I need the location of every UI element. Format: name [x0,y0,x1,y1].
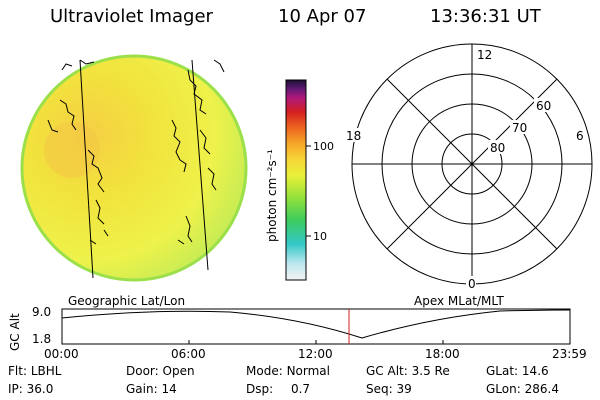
info-glon: GLon: 286.4 [486,382,559,396]
info-seq-value: 39 [396,382,412,396]
info-dsp: Dsp: 0.7 [246,382,310,396]
mlat-label-70: 70 [512,121,527,135]
apex-label: Apex MLat/MLT [414,294,504,308]
altitude-xtick-0: 00:00 [44,347,79,361]
altitude-xticks [61,340,571,344]
info-ip-value: 36.0 [26,382,54,396]
mlt-label-6: 6 [576,129,584,143]
info-gain: Gain: 14 [126,382,177,396]
info-glat: GLat: 14.6 [486,364,549,378]
info-door-value: Open [162,364,195,378]
earth-disk [20,54,248,282]
colorbar-gradient [285,79,307,281]
altitude-xtick-3: 18:00 [425,347,460,361]
info-glat-label: GLat: [486,364,519,378]
mlt-label-0: 0 [468,277,476,291]
info-dsp-value: 0.7 [290,382,311,396]
info-flt-label: Flt: [8,364,27,378]
colorbar-ticklabel-10: 10 [313,230,327,243]
altitude-ytick-high: 9.0 [32,305,52,319]
altitude-ylabel: GC Alt [8,313,22,351]
polar-grid [351,43,593,285]
earth-image [20,54,248,282]
info-gain-label: Gain: [126,382,158,396]
info-door: Door: Open [126,364,195,378]
info-gcalt: GC Alt: 3.5 Re [366,364,450,378]
colorbar-unit-label: photon cm⁻²s⁻¹ [265,149,279,242]
info-mode: Mode: Normal [246,364,330,378]
coastlines [47,59,225,245]
info-flt: Flt: LBHL [8,364,61,378]
colorbar-ticklabel-100: 100 [313,140,334,153]
info-gain-value: 14 [161,382,177,396]
info-glon-value: 286.4 [524,382,559,396]
geographic-label: Geographic Lat/Lon [68,294,186,308]
info-glat-value: 14.6 [521,364,549,378]
mlat-label-60: 60 [536,99,551,113]
info-glon-label: GLon: [486,382,521,396]
altitude-plot-frame [61,308,571,345]
info-gcalt-label: GC Alt: [366,364,408,378]
altitude-plot [61,308,571,345]
mlt-label-12: 12 [477,48,492,62]
mlt-label-18: 18 [346,129,361,143]
date-label: 10 Apr 07 [278,6,367,27]
meridians [79,59,209,279]
info-dsp-label: Dsp: [246,382,274,396]
info-ip-label: IP: [8,382,23,396]
colorbar: 100 10 photon cm⁻²s⁻¹ [265,79,334,281]
polar-diag-2 [386,78,558,250]
info-seq: Seq: 39 [366,382,412,396]
time-label: 13:36:31 UT [430,6,541,27]
altitude-ytick-low: 1.8 [32,332,52,346]
instrument-title: Ultraviolet Imager [50,6,213,27]
info-seq-label: Seq: [366,382,393,396]
info-mode-value: Normal [286,364,330,378]
altitude-xtick-4: 23:59 [552,347,587,361]
mlat-label-80: 80 [490,141,505,155]
altitude-xtick-2: 12:00 [298,347,333,361]
altitude-xtick-1: 06:00 [171,347,206,361]
info-flt-value: LBHL [30,364,62,378]
altitude-curve [61,309,571,339]
info-ip: IP: 36.0 [8,382,53,396]
info-door-label: Door: [126,364,159,378]
info-mode-label: Mode: [246,364,283,378]
info-gcalt-value: 3.5 Re [411,364,450,378]
polar-labels: 12 18 6 0 60 70 80 [344,47,584,291]
